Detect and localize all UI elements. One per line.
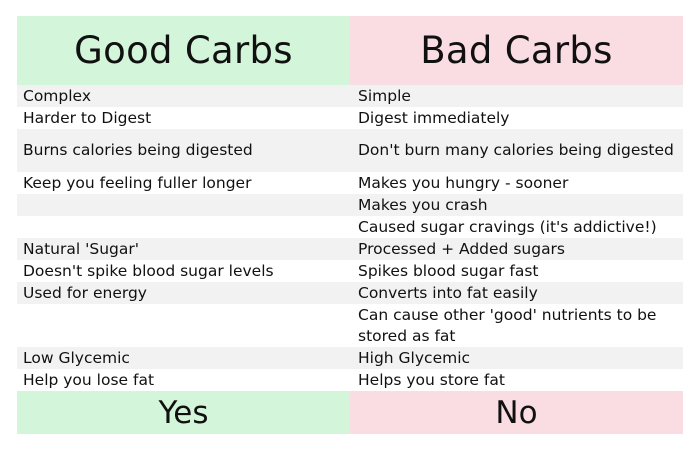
bad-cell: High Glycemic xyxy=(358,348,471,367)
header-row: Good Carbs Bad Carbs xyxy=(17,16,683,85)
verdict-row: Yes No xyxy=(17,391,683,434)
good-cell: Low Glycemic xyxy=(23,348,130,367)
table-row: Caused sugar cravings (it's addictive!) xyxy=(17,216,683,238)
good-cell: Burns calories being digested xyxy=(23,141,253,159)
bad-cell: Helps you store fat xyxy=(358,370,505,389)
bad-cell: Converts into fat easily xyxy=(358,283,538,302)
table-row: Makes you crash xyxy=(17,194,683,216)
table-row: Help you lose fat Helps you store fat xyxy=(17,369,683,391)
good-verdict: Yes xyxy=(17,391,350,434)
bad-cell: Processed + Added sugars xyxy=(358,239,566,258)
bad-cell: Makes you hungry - sooner xyxy=(358,173,569,192)
good-cell: Used for energy xyxy=(23,283,147,302)
table-row: Harder to Digest Digest immediately xyxy=(17,107,683,129)
good-cell xyxy=(17,304,350,347)
table-row: Natural 'Sugar' Processed + Added sugars xyxy=(17,238,683,260)
bad-cell: Digest immediately xyxy=(358,108,510,127)
bad-carbs-header: Bad Carbs xyxy=(350,16,683,85)
bad-cell: Makes you crash xyxy=(358,195,488,214)
good-cell: Help you lose fat xyxy=(23,370,155,389)
good-cell xyxy=(17,216,350,238)
bad-verdict: No xyxy=(350,391,683,434)
table-row: Doesn't spike blood sugar levels Spikes … xyxy=(17,260,683,282)
carbs-comparison-table: Good Carbs Bad Carbs Complex Simple Hard… xyxy=(17,16,683,434)
table-row: Complex Simple xyxy=(17,85,683,107)
bad-cell: Spikes blood sugar fast xyxy=(358,261,539,280)
good-carbs-header: Good Carbs xyxy=(17,16,350,85)
table-row: Burns calories being digested Don't burn… xyxy=(17,129,683,172)
good-cell: Complex xyxy=(23,86,91,105)
good-cell: Doesn't spike blood sugar levels xyxy=(23,261,274,280)
table-row: Can cause other 'good' nutrients to be s… xyxy=(17,304,683,347)
table-body: Complex Simple Harder to Digest Digest i… xyxy=(17,85,683,391)
bad-cell: Simple xyxy=(358,86,411,105)
bad-cell: Can cause other 'good' nutrients to be s… xyxy=(358,305,657,345)
good-cell: Harder to Digest xyxy=(23,108,152,127)
table-row: Keep you feeling fuller longer Makes you… xyxy=(17,172,683,194)
table-row: Low Glycemic High Glycemic xyxy=(17,347,683,369)
good-cell: Keep you feeling fuller longer xyxy=(23,173,252,192)
good-cell xyxy=(17,194,350,216)
good-cell: Natural 'Sugar' xyxy=(23,239,139,258)
bad-cell: Don't burn many calories being digested xyxy=(358,141,674,159)
bad-cell: Caused sugar cravings (it's addictive!) xyxy=(358,217,657,236)
table-row: Used for energy Converts into fat easily xyxy=(17,282,683,304)
